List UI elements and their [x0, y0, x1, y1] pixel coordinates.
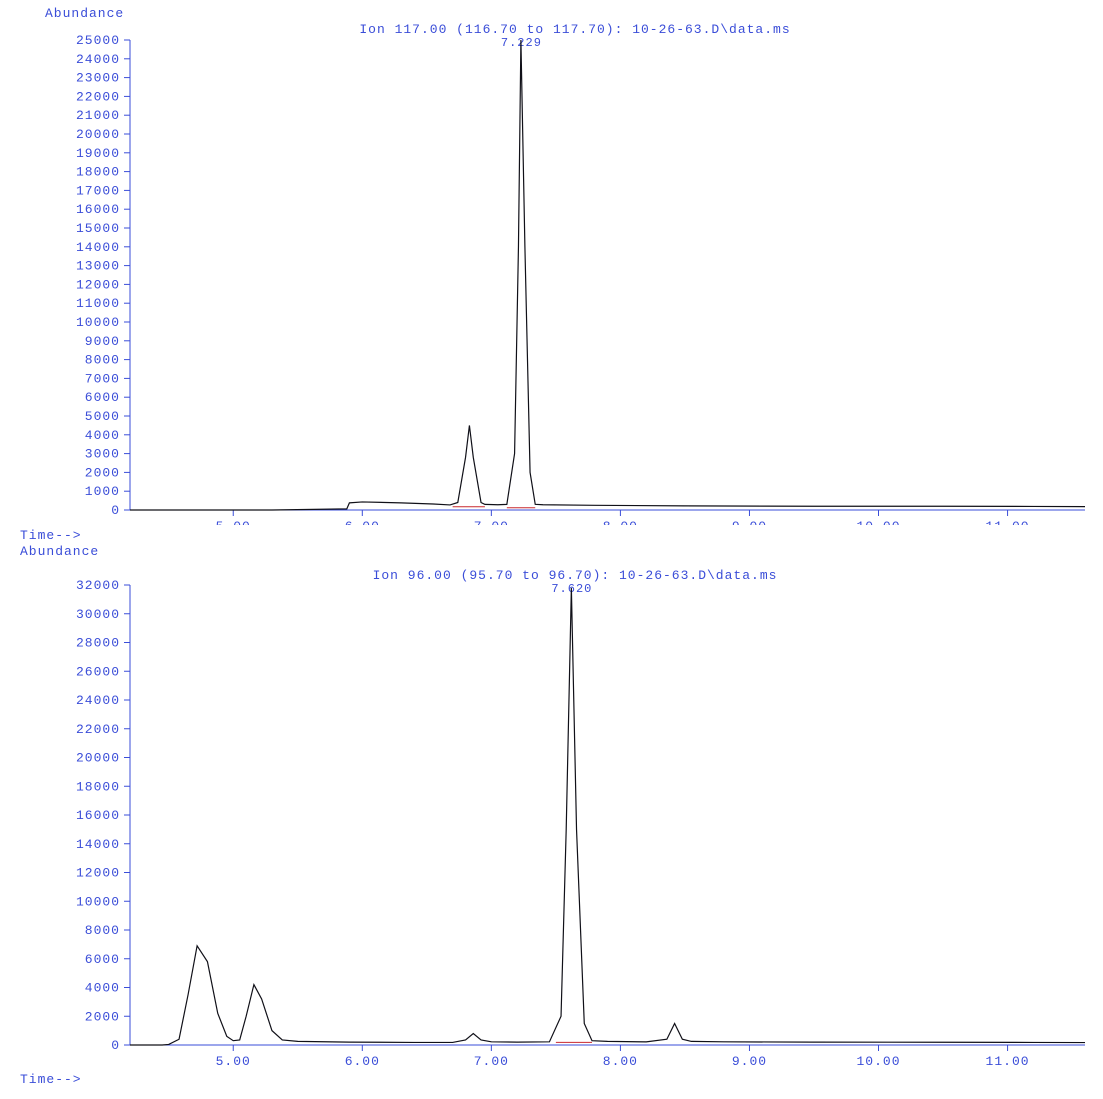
chromatogram-panel-2: Abundance Ion 96.00 (95.70 to 96.70): 10…: [0, 542, 1103, 1087]
svg-text:8.00: 8.00: [603, 519, 638, 525]
svg-text:5000: 5000: [85, 409, 120, 424]
svg-text:8000: 8000: [85, 353, 120, 368]
chart-svg: 0 1000 2000 3000 4000 5000 6000 7000 8000 9000 100…: [0, 15, 1103, 525]
svg-text:11000: 11000: [76, 296, 120, 311]
svg-text:2000: 2000: [85, 465, 120, 480]
svg-text:2000: 2000: [85, 1009, 120, 1024]
svg-text:12000: 12000: [76, 277, 120, 292]
svg-text:7.00: 7.00: [474, 1054, 509, 1065]
svg-text:8000: 8000: [85, 923, 120, 938]
svg-text:4000: 4000: [85, 981, 120, 996]
svg-text:8.00: 8.00: [603, 1054, 638, 1065]
svg-text:32000: 32000: [76, 578, 120, 593]
svg-text:11.00: 11.00: [986, 1054, 1030, 1065]
svg-text:26000: 26000: [76, 664, 120, 679]
svg-text:5.00: 5.00: [216, 1054, 251, 1065]
svg-text:25000: 25000: [76, 33, 120, 48]
svg-text:30000: 30000: [76, 607, 120, 622]
svg-text:9.00: 9.00: [732, 519, 767, 525]
svg-text:28000: 28000: [76, 636, 120, 651]
svg-text:10.00: 10.00: [857, 1054, 901, 1065]
svg-text:16000: 16000: [76, 808, 120, 823]
svg-text:4000: 4000: [85, 428, 120, 443]
svg-text:0: 0: [111, 1038, 120, 1053]
svg-text:23000: 23000: [76, 71, 120, 86]
svg-text:10000: 10000: [76, 315, 120, 330]
svg-text:21000: 21000: [76, 108, 120, 123]
svg-text:14000: 14000: [76, 837, 120, 852]
svg-text:20000: 20000: [76, 751, 120, 766]
svg-text:16000: 16000: [76, 202, 120, 217]
svg-text:19000: 19000: [76, 146, 120, 161]
svg-text:12000: 12000: [76, 866, 120, 881]
svg-text:22000: 22000: [76, 722, 120, 737]
y-axis-label: Abundance: [20, 544, 99, 559]
svg-text:24000: 24000: [76, 693, 120, 708]
svg-text:6.00: 6.00: [345, 1054, 380, 1065]
svg-text:1000: 1000: [85, 484, 120, 499]
chromatogram-panel-1: Abundance Ion 117.00 (116.70 to 117.70):…: [0, 0, 1103, 540]
svg-text:5.00: 5.00: [216, 519, 251, 525]
svg-text:10000: 10000: [76, 894, 120, 909]
svg-text:3000: 3000: [85, 447, 120, 462]
svg-text:14000: 14000: [76, 240, 120, 255]
svg-text:6000: 6000: [85, 952, 120, 967]
svg-text:10.00: 10.00: [857, 519, 901, 525]
x-axis-label: Time-->: [20, 528, 82, 543]
svg-text:9000: 9000: [85, 334, 120, 349]
svg-text:18000: 18000: [76, 779, 120, 794]
svg-text:6.00: 6.00: [345, 519, 380, 525]
svg-text:22000: 22000: [76, 89, 120, 104]
svg-text:24000: 24000: [76, 52, 120, 67]
svg-text:7000: 7000: [85, 371, 120, 386]
x-axis-label: Time-->: [20, 1072, 82, 1087]
svg-text:15000: 15000: [76, 221, 120, 236]
svg-text:18000: 18000: [76, 165, 120, 180]
svg-text:13000: 13000: [76, 259, 120, 274]
svg-text:17000: 17000: [76, 183, 120, 198]
svg-text:6000: 6000: [85, 390, 120, 405]
svg-text:0: 0: [111, 503, 120, 518]
svg-text:7.00: 7.00: [474, 519, 509, 525]
svg-text:9.00: 9.00: [732, 1054, 767, 1065]
svg-text:20000: 20000: [76, 127, 120, 142]
chart-svg: 0 2000 4000 6000 8000 10000 12000 14000 16000 180…: [0, 560, 1103, 1065]
svg-text:11.00: 11.00: [986, 519, 1030, 525]
